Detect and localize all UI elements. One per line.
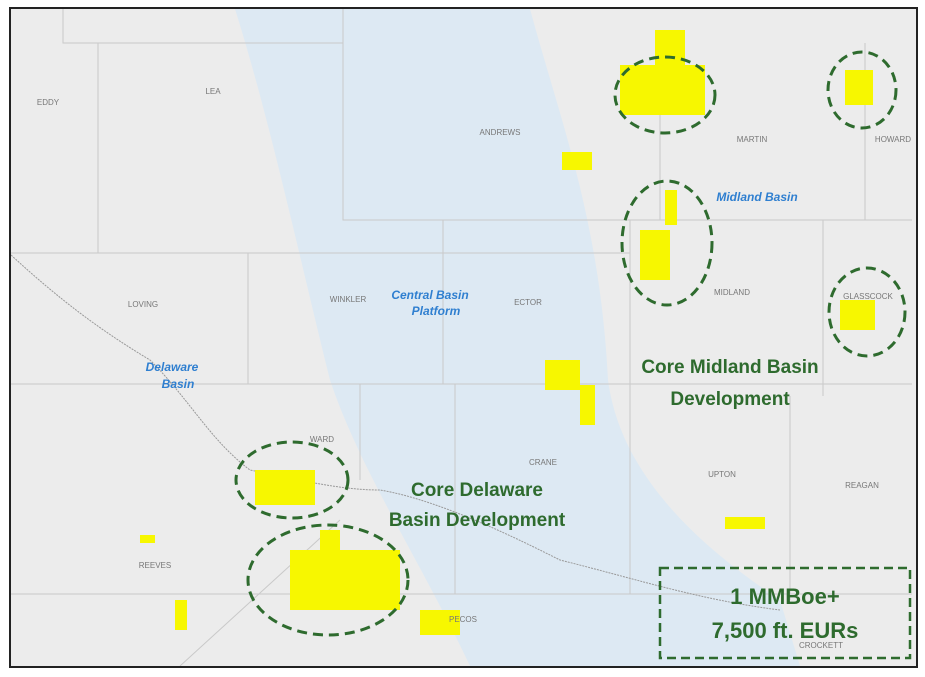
county-label: REAGAN [845,481,879,490]
county-label: CROCKETT [799,641,843,650]
county-label: MARTIN [737,135,768,144]
frame [9,7,918,668]
callout-box [658,566,912,660]
basin-label: Basin [162,377,195,391]
county-label: EDDY [37,98,60,107]
basin-label: Delaware [146,360,199,374]
county-label: UPTON [708,470,736,479]
county-label: PECOS [449,615,477,624]
callout-text: 7,500 ft. EURs [712,618,859,643]
development-label: Core Delaware [411,480,543,501]
focus-rings [234,50,907,637]
development-label: Development [670,389,790,410]
county-label: LOVING [128,300,158,309]
county-label: HOWARD [875,135,911,144]
county-label: GLASSCOCK [843,292,893,301]
county-label: ECTOR [514,298,542,307]
county-lines [11,9,912,666]
county-label: REEVES [139,561,171,570]
development-label: Core Midland Basin [641,357,818,378]
county-label: WARD [310,435,334,444]
county-label: ANDREWS [480,128,521,137]
county-label: WINKLER [330,295,367,304]
basin-label: Platform [412,304,461,318]
development-label: Basin Development [389,510,566,531]
callout-text: 1 MMBoe+ [730,584,839,609]
basin-label: Midland Basin [716,190,797,204]
county-label: CRANE [529,458,557,467]
acreage [140,30,875,635]
county-label: MIDLAND [714,288,750,297]
county-label: LEA [205,87,221,96]
map-area: EDDY LEA ANDREWS MARTIN HOWARD LOVING WI… [11,9,916,666]
basin-platform [235,9,800,666]
basin-label: Central Basin [391,288,468,302]
